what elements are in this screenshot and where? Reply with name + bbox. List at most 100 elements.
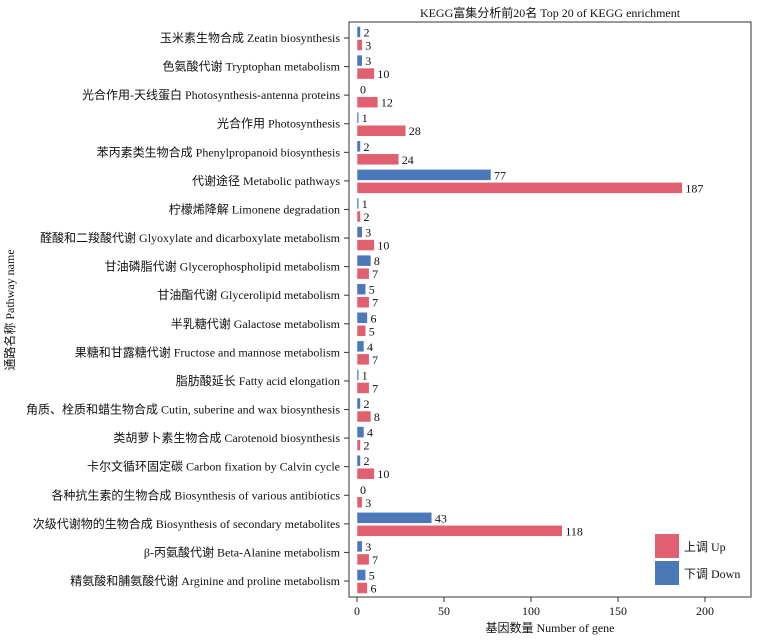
data-label-up: 10 — [377, 467, 389, 481]
data-label-down: 4 — [367, 426, 373, 440]
category-label: 卡尔文循环固定碳 Carbon fixation by Calvin cycle — [87, 459, 340, 474]
bar-down — [356, 169, 492, 181]
data-label-up: 5 — [369, 324, 375, 338]
x-tick-label: 100 — [522, 604, 540, 618]
bar-up — [356, 39, 363, 51]
bar-down — [356, 369, 359, 381]
data-label-down: 8 — [374, 254, 380, 268]
data-label-up: 10 — [377, 67, 389, 81]
bar-down — [356, 340, 365, 353]
data-label-up: 3 — [365, 39, 371, 53]
data-label-up: 7 — [372, 381, 378, 395]
category-label: 代谢途径 Metabolic pathways — [192, 173, 340, 188]
bar-up — [356, 353, 370, 366]
bar-down — [356, 54, 363, 67]
data-label-down: 3 — [365, 226, 371, 240]
data-label-down: 1 — [362, 111, 368, 125]
bar-down — [356, 140, 361, 153]
legend-swatch-down — [655, 561, 679, 585]
bar-up — [356, 67, 375, 80]
bar-down — [356, 111, 359, 124]
bar-down — [356, 197, 359, 210]
category-label: 类胡萝卜素生物合成 Carotenoid biosynthesis — [113, 430, 340, 445]
data-label-up: 2 — [363, 210, 369, 224]
x-tick-label: 200 — [696, 604, 714, 618]
legend-label-down: 下调 Down — [684, 567, 740, 581]
category-label: 甘油磷脂代谢 Glycerophospholipid metabolism — [105, 259, 341, 274]
legend: 上调 Up 下调 Down — [655, 534, 740, 585]
data-label-up: 7 — [372, 267, 378, 281]
legend-swatch-up — [655, 534, 679, 558]
data-label-down: 5 — [369, 569, 375, 583]
data-label-down: 1 — [362, 368, 368, 382]
plot-area — [348, 21, 752, 598]
data-label-down: 77 — [494, 168, 506, 182]
bar-down — [356, 312, 368, 324]
data-label-down: 3 — [365, 540, 371, 554]
bar-up — [356, 553, 370, 566]
category-label: 柠檬烯降解 Limonene degradation — [169, 201, 340, 216]
category-label: 果糖和甘露糖代谢 Fructose and mannose metabolism — [75, 344, 341, 359]
data-label-down: 2 — [363, 26, 369, 40]
bar-down — [356, 512, 433, 524]
category-label: 各种抗生素的生物合成 Biosynthesis of various antib… — [51, 487, 340, 502]
bar-up — [356, 325, 366, 337]
bar-down — [356, 397, 361, 410]
data-label-down: 3 — [365, 54, 371, 68]
data-label-down: 4 — [367, 340, 373, 354]
x-tick-label: 0 — [354, 604, 360, 618]
bar-down — [356, 454, 361, 467]
data-label-up: 8 — [374, 410, 380, 424]
bar-up — [356, 153, 400, 166]
x-tick-label: 150 — [609, 604, 627, 618]
bar-down — [356, 26, 361, 38]
data-label-up: 3 — [365, 496, 371, 510]
bar-up — [356, 582, 368, 594]
y-axis-label: 通路名称 Pathway name — [2, 249, 17, 370]
category-label: 色氨酸代谢 Tryptophan metabolism — [162, 59, 340, 74]
category-label: 玉米素生物合成 Zeatin biosynthesis — [160, 30, 340, 45]
category-label: 甘油酯代谢 Glycerolipid metabolism — [157, 287, 340, 302]
bar-up — [356, 124, 406, 137]
data-label-down: 0 — [360, 83, 366, 97]
data-label-down: 5 — [369, 283, 375, 297]
bar-up — [356, 96, 379, 108]
data-label-up: 28 — [409, 124, 421, 138]
data-label-up: 187 — [685, 181, 703, 195]
bar-up — [356, 496, 363, 509]
category-label: 精氨酸和脯氨酸代谢 Arginine and proline metabolis… — [70, 573, 340, 588]
category-label: 醛酸和二羧酸代谢 Glyoxylate and dicarboxylate me… — [40, 230, 341, 245]
bar-down — [356, 254, 372, 267]
category-label: β-丙氨酸代谢 Beta-Alanine metabolism — [144, 544, 341, 559]
bar-down — [356, 226, 363, 238]
data-label-up: 12 — [381, 96, 393, 110]
chart-title: KEGG富集分析前20名 Top 20 of KEGG enrichment — [420, 5, 681, 20]
data-label-down: 43 — [435, 511, 447, 525]
data-label-up: 7 — [372, 353, 378, 367]
legend-label-up: 上调 Up — [684, 540, 726, 554]
data-label-down: 2 — [363, 397, 369, 411]
category-label: 半乳糖代谢 Galactose metabolism — [171, 316, 341, 331]
data-label-down: 0 — [360, 483, 366, 497]
bar-down — [356, 569, 366, 581]
category-label: 角质、栓质和蜡生物合成 Cutin, suberine and wax bios… — [26, 402, 340, 417]
data-label-up: 6 — [370, 582, 376, 596]
bar-up — [356, 410, 372, 423]
data-label-down: 2 — [363, 140, 369, 154]
bar-up — [356, 467, 375, 480]
category-label: 次级代谢物的生物合成 Biosynthesis of secondary met… — [33, 516, 341, 531]
bar-down — [356, 540, 363, 553]
bar-up — [356, 439, 361, 451]
data-label-down: 6 — [370, 311, 376, 325]
data-label-up: 2 — [363, 439, 369, 453]
bar-down — [356, 283, 366, 295]
data-label-up: 118 — [565, 524, 583, 538]
bar-up — [356, 182, 683, 194]
data-label-up: 10 — [377, 239, 389, 253]
data-label-up: 7 — [372, 296, 378, 310]
data-label-down: 2 — [363, 454, 369, 468]
bar-up — [356, 239, 375, 251]
bar-up — [356, 210, 361, 223]
data-label-up: 7 — [372, 553, 378, 567]
